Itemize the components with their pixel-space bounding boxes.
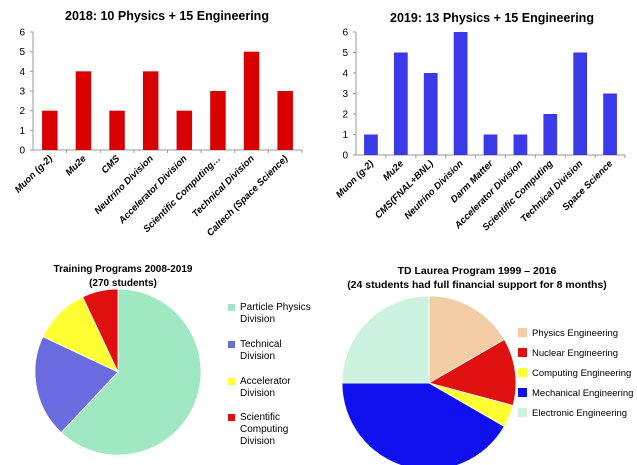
bar (513, 134, 528, 155)
legend-label: Division (240, 351, 275, 362)
pie-slice (60, 288, 202, 456)
x-tick-label: CMS (99, 153, 122, 176)
legend-label: Division (240, 314, 275, 325)
legend-label: Computing (240, 424, 288, 435)
pie-chart-title: Training Programs 2008-2019 (54, 264, 193, 275)
legend-swatch (228, 304, 235, 311)
bar (603, 93, 617, 155)
bar-chart-title: 2019: 13 Physics + 15 Engineering (390, 11, 594, 25)
x-tick-label: Neutrino Division (92, 153, 156, 217)
y-tick-label: 3 (342, 89, 348, 100)
bar (42, 110, 58, 150)
legend-label: Accelerator (240, 376, 291, 387)
legend-swatch (228, 341, 235, 348)
pie-slice (427, 338, 517, 407)
bar (277, 91, 293, 150)
legend-label: Mechanical Engineering (532, 388, 633, 399)
x-tick-label: Mu2e (64, 153, 89, 178)
bar (142, 71, 159, 150)
bar (543, 114, 558, 155)
bar (364, 134, 378, 155)
y-tick-label: 4 (19, 67, 25, 78)
bar (453, 32, 468, 155)
y-tick-label: 4 (342, 69, 348, 80)
legend-label: Computing Engineering (532, 368, 631, 379)
legend-swatch (518, 328, 527, 337)
pie-slice (34, 336, 119, 434)
pie-chart-title: (24 students had full financial support … (347, 279, 607, 291)
bar-chart-title: 2018: 10 Physics + 15 Engineering (65, 9, 269, 23)
bar (109, 110, 125, 150)
legend-swatch (518, 408, 527, 417)
bar (243, 51, 260, 150)
y-tick-label: 2 (342, 110, 348, 121)
legend-swatch (518, 388, 527, 397)
bar (75, 71, 92, 150)
y-tick-label: 5 (19, 47, 25, 58)
legend-swatch (228, 378, 235, 385)
pie-slice (341, 382, 505, 465)
pie-slice (82, 288, 119, 373)
y-tick-label: 1 (342, 130, 348, 141)
y-tick-label: 0 (19, 146, 25, 157)
y-tick-label: 6 (342, 28, 348, 39)
legend-label: Technical (240, 339, 282, 350)
pie-chart-title: TD Laurea Program 1999 – 2016 (398, 265, 557, 277)
bar (423, 73, 438, 155)
bar-chart-1: 2018: 10 Physics + 15 Engineering 0 1 2 3 4 5 6… (13, 9, 303, 239)
y-tick-label: 0 (342, 151, 348, 162)
bar (210, 91, 226, 150)
x-tick-label: Technical Division (190, 153, 257, 220)
legend-label: Electronic Engineering (532, 408, 627, 419)
legend-label: Physics Engineering (532, 328, 618, 339)
legend-label: Division (240, 436, 275, 447)
x-tick-label: Mu2e (381, 158, 406, 183)
legend-swatch (228, 414, 235, 421)
y-tick-label: 5 (342, 48, 348, 59)
bar (393, 52, 408, 155)
pie-slice (428, 295, 505, 384)
bar (176, 110, 193, 150)
legend-swatch (518, 368, 527, 377)
y-tick-label: 3 (19, 87, 25, 98)
y-tick-label: 6 (19, 28, 25, 39)
legend-swatch (518, 348, 527, 357)
pie-slice (341, 295, 430, 384)
legend-label: Scientific (240, 412, 280, 423)
pie-chart-1: Training Programs 2008-2019 (270 students… (34, 264, 311, 456)
pie-chart-2: TD Laurea Program 1999 – 2016 (24 student… (341, 265, 633, 465)
pie-chart-title: (270 students) (89, 278, 157, 289)
y-tick-label: 1 (19, 126, 25, 137)
y-tick-label: 2 (19, 106, 25, 117)
bar (483, 134, 498, 155)
bar-chart-2: 2019: 13 Physics + 15 Engineering 0 1 2 3 4 5 6… (334, 11, 626, 233)
legend-label: Particle Physics (240, 302, 311, 313)
bar (573, 52, 588, 155)
legend-label: Nuclear Engineering (532, 348, 618, 359)
x-tick-label: Muon (g-2) (334, 158, 376, 200)
x-tick-label: Muon (g-2) (13, 153, 55, 195)
legend-label: Division (240, 388, 275, 399)
